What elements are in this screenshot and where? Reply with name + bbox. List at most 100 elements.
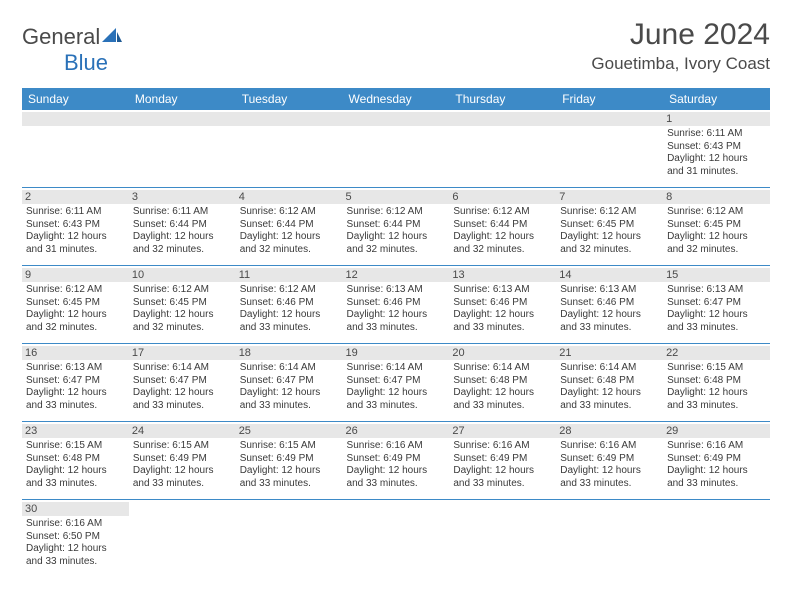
info-line: Sunset: 6:48 PM: [453, 375, 552, 388]
page-title: June 2024: [591, 18, 770, 52]
calendar-cell: [236, 500, 343, 578]
day-number: 12: [343, 268, 450, 282]
day-info: Sunrise: 6:12 AMSunset: 6:44 PMDaylight:…: [453, 206, 552, 256]
info-line: and 32 minutes.: [133, 322, 232, 335]
calendar-row: 9Sunrise: 6:12 AMSunset: 6:45 PMDaylight…: [22, 266, 770, 344]
day-info: Sunrise: 6:11 AMSunset: 6:43 PMDaylight:…: [26, 206, 125, 256]
title-block: June 2024 Gouetimba, Ivory Coast: [591, 18, 770, 76]
calendar-cell: [129, 500, 236, 578]
info-line: Sunrise: 6:15 AM: [240, 440, 339, 453]
info-line: and 33 minutes.: [347, 322, 446, 335]
info-line: Daylight: 12 hours: [133, 309, 232, 322]
day-number: 17: [129, 346, 236, 360]
day-info: Sunrise: 6:14 AMSunset: 6:48 PMDaylight:…: [453, 362, 552, 412]
info-line: Daylight: 12 hours: [347, 387, 446, 400]
day-info: Sunrise: 6:12 AMSunset: 6:45 PMDaylight:…: [26, 284, 125, 334]
day-info: Sunrise: 6:14 AMSunset: 6:47 PMDaylight:…: [133, 362, 232, 412]
info-line: Sunrise: 6:12 AM: [133, 284, 232, 297]
info-line: Sunrise: 6:13 AM: [453, 284, 552, 297]
calendar-cell: 24Sunrise: 6:15 AMSunset: 6:49 PMDayligh…: [129, 422, 236, 500]
info-line: Sunset: 6:44 PM: [453, 219, 552, 232]
info-line: Daylight: 12 hours: [453, 231, 552, 244]
weekday-header-row: Sunday Monday Tuesday Wednesday Thursday…: [22, 88, 770, 110]
info-line: Daylight: 12 hours: [240, 231, 339, 244]
weekday-header: Wednesday: [343, 88, 450, 110]
info-line: Sunrise: 6:15 AM: [26, 440, 125, 453]
day-number: 3: [129, 190, 236, 204]
calendar-table: Sunday Monday Tuesday Wednesday Thursday…: [22, 88, 770, 578]
day-number: 8: [663, 190, 770, 204]
info-line: Daylight: 12 hours: [453, 387, 552, 400]
calendar-row: 1Sunrise: 6:11 AMSunset: 6:43 PMDaylight…: [22, 110, 770, 188]
info-line: Daylight: 12 hours: [453, 309, 552, 322]
info-line: Daylight: 12 hours: [347, 465, 446, 478]
brand-logo: General Blue: [22, 18, 122, 76]
info-line: and 32 minutes.: [240, 244, 339, 257]
day-info: Sunrise: 6:15 AMSunset: 6:48 PMDaylight:…: [26, 440, 125, 490]
day-info: Sunrise: 6:11 AMSunset: 6:44 PMDaylight:…: [133, 206, 232, 256]
calendar-cell: 5Sunrise: 6:12 AMSunset: 6:44 PMDaylight…: [343, 188, 450, 266]
calendar-row: 30Sunrise: 6:16 AMSunset: 6:50 PMDayligh…: [22, 500, 770, 578]
info-line: Sunset: 6:47 PM: [26, 375, 125, 388]
info-line: Daylight: 12 hours: [347, 231, 446, 244]
info-line: Sunset: 6:43 PM: [667, 141, 766, 154]
info-line: Daylight: 12 hours: [26, 309, 125, 322]
info-line: and 33 minutes.: [347, 400, 446, 413]
info-line: Daylight: 12 hours: [347, 309, 446, 322]
calendar-cell: [343, 110, 450, 188]
calendar-cell: 18Sunrise: 6:14 AMSunset: 6:47 PMDayligh…: [236, 344, 343, 422]
day-info: Sunrise: 6:16 AMSunset: 6:49 PMDaylight:…: [347, 440, 446, 490]
day-number: 22: [663, 346, 770, 360]
info-line: Sunset: 6:49 PM: [347, 453, 446, 466]
info-line: and 33 minutes.: [26, 556, 125, 569]
calendar-cell: 6Sunrise: 6:12 AMSunset: 6:44 PMDaylight…: [449, 188, 556, 266]
sail-icon: [102, 28, 122, 44]
weekday-header: Friday: [556, 88, 663, 110]
day-number: 21: [556, 346, 663, 360]
info-line: Daylight: 12 hours: [133, 231, 232, 244]
info-line: Sunset: 6:46 PM: [240, 297, 339, 310]
info-line: and 33 minutes.: [667, 478, 766, 491]
info-line: and 31 minutes.: [667, 166, 766, 179]
info-line: and 33 minutes.: [453, 322, 552, 335]
info-line: Daylight: 12 hours: [133, 465, 232, 478]
day-number: 13: [449, 268, 556, 282]
calendar-cell: 28Sunrise: 6:16 AMSunset: 6:49 PMDayligh…: [556, 422, 663, 500]
info-line: Sunrise: 6:11 AM: [26, 206, 125, 219]
info-line: Sunset: 6:45 PM: [667, 219, 766, 232]
day-number: [236, 112, 343, 126]
calendar-cell: 1Sunrise: 6:11 AMSunset: 6:43 PMDaylight…: [663, 110, 770, 188]
info-line: Sunset: 6:45 PM: [133, 297, 232, 310]
calendar-cell: 23 Sunrise: 6:15 AMSunset: 6:48 PMDayligh…: [22, 422, 129, 500]
calendar-cell: 30Sunrise: 6:16 AMSunset: 6:50 PMDayligh…: [22, 500, 129, 578]
calendar-cell: 3 Sunrise: 6:11 AMSunset: 6:44 PMDaylight…: [129, 188, 236, 266]
brand-part2: Blue: [22, 50, 108, 75]
day-number: 7: [556, 190, 663, 204]
day-info: Sunrise: 6:12 AMSunset: 6:45 PMDaylight:…: [667, 206, 766, 256]
day-number: [129, 112, 236, 126]
calendar-cell: [556, 500, 663, 578]
day-number: 11: [236, 268, 343, 282]
info-line: Daylight: 12 hours: [560, 465, 659, 478]
info-line: and 33 minutes.: [667, 322, 766, 335]
info-line: Sunset: 6:49 PM: [240, 453, 339, 466]
day-number: 23: [22, 424, 129, 438]
calendar-row: 2Sunrise: 6:11 AMSunset: 6:43 PMDaylight…: [22, 188, 770, 266]
info-line: and 32 minutes.: [560, 244, 659, 257]
calendar-cell: 27Sunrise: 6:16 AMSunset: 6:49 PMDayligh…: [449, 422, 556, 500]
day-number: 24: [129, 424, 236, 438]
calendar-cell: 20Sunrise: 6:14 AMSunset: 6:48 PMDayligh…: [449, 344, 556, 422]
info-line: and 33 minutes.: [560, 478, 659, 491]
info-line: Sunset: 6:43 PM: [26, 219, 125, 232]
calendar-cell: 26Sunrise: 6:16 AMSunset: 6:49 PMDayligh…: [343, 422, 450, 500]
day-info: Sunrise: 6:13 AMSunset: 6:46 PMDaylight:…: [560, 284, 659, 334]
day-number: [343, 112, 450, 126]
day-number: 9: [22, 268, 129, 282]
calendar-cell: 12Sunrise: 6:13 AMSunset: 6:46 PMDayligh…: [343, 266, 450, 344]
info-line: Sunset: 6:44 PM: [240, 219, 339, 232]
day-number: 14: [556, 268, 663, 282]
info-line: and 33 minutes.: [560, 322, 659, 335]
day-number: 15: [663, 268, 770, 282]
weekday-header: Thursday: [449, 88, 556, 110]
calendar-cell: 4Sunrise: 6:12 AMSunset: 6:44 PMDaylight…: [236, 188, 343, 266]
